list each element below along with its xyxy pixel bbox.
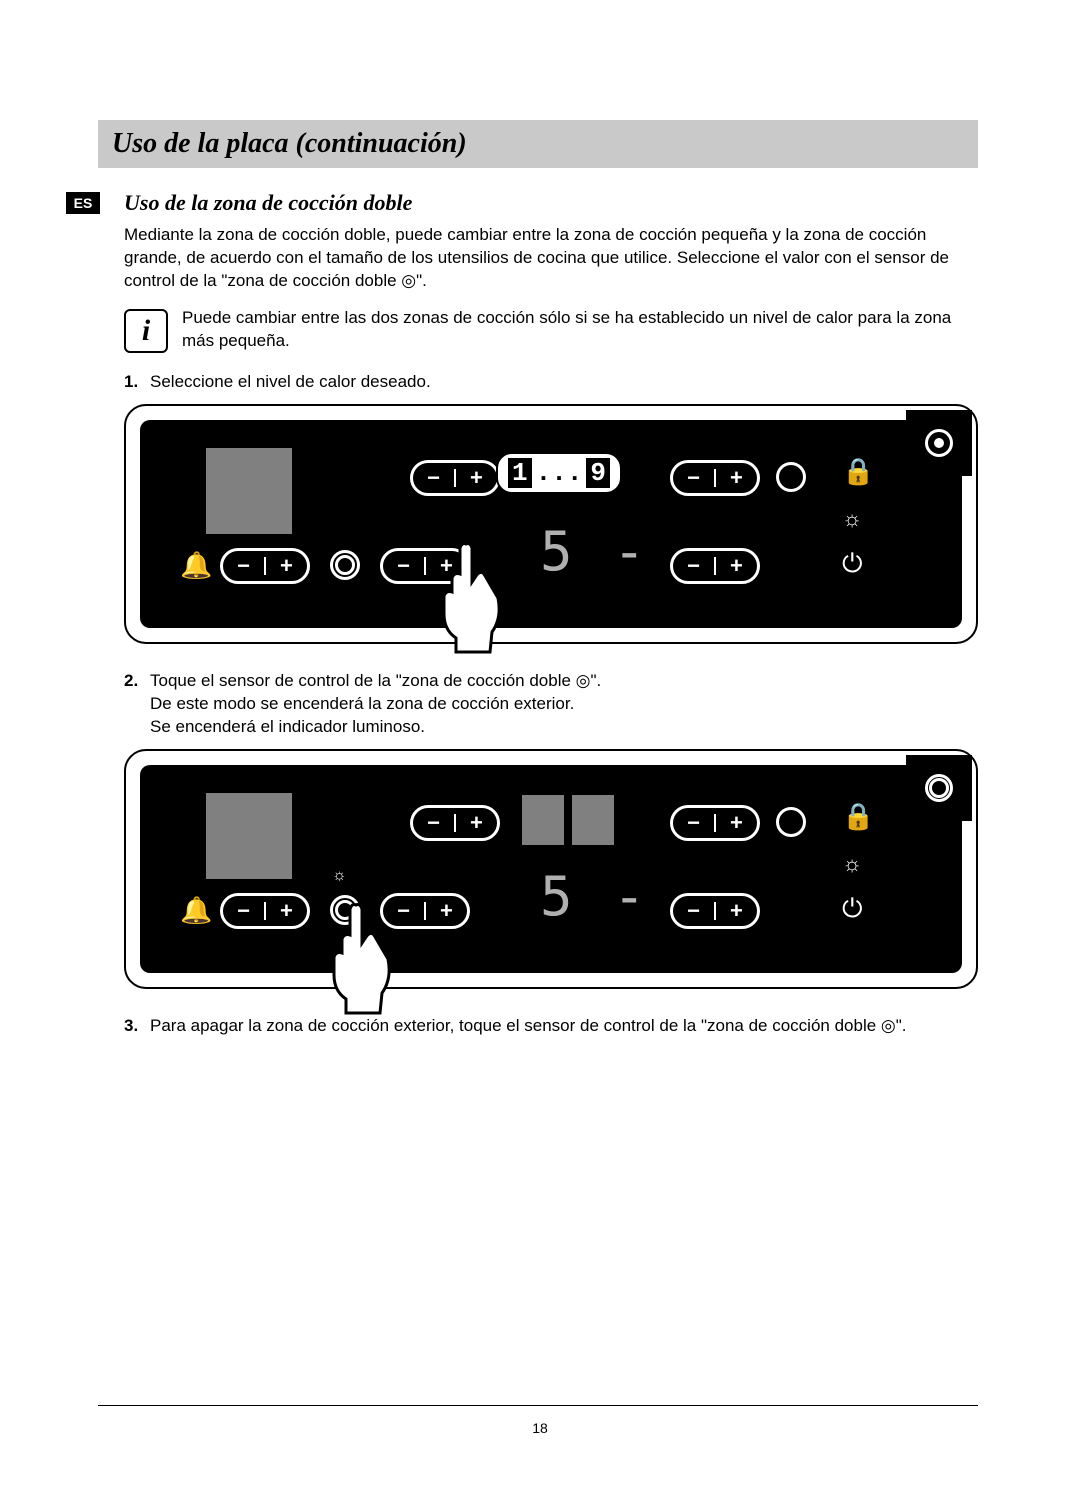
lock-icon: 🔒 (842, 456, 874, 487)
control-panel-figure-2: − + − + 🔒 ☼ ⏻ 🔔 − + (124, 749, 978, 989)
plus-icon: + (716, 898, 757, 924)
callout-dots: ... (532, 458, 587, 488)
plus-icon: + (716, 465, 757, 491)
sun-icon: ☼ (842, 851, 862, 877)
page-number: 18 (0, 1420, 1080, 1436)
display-placeholder (206, 793, 292, 879)
info-text: Puede cambiar entre las dos zonas de coc… (182, 307, 978, 353)
page-title: Uso de la placa (continuación) (112, 128, 467, 160)
timer-control: − + (220, 548, 310, 584)
plus-icon: + (426, 898, 467, 924)
display-placeholder (206, 448, 292, 534)
title-bar: Uso de la placa (continuación) (98, 120, 978, 168)
language-code: ES (74, 195, 93, 211)
power-icon: ⏻ (842, 548, 863, 580)
control-panel-figure-1: − + − + 🔒 ☼ ⏻ 🔔 (124, 404, 978, 644)
zone-control-upper-right: − + (670, 805, 760, 841)
minus-icon: − (223, 553, 264, 579)
step-2-number: 2. (124, 670, 144, 739)
step-3: 3. Para apagar la zona de cocción exteri… (124, 1015, 978, 1038)
digit-placeholder (522, 795, 564, 845)
heat-level-display: 5 - (540, 865, 650, 928)
step-2-text: Toque el sensor de control de la "zona d… (150, 670, 601, 739)
double-zone-indicator-icon (925, 774, 953, 802)
minus-icon: − (413, 465, 454, 491)
plus-icon: + (266, 553, 307, 579)
page-content: Uso de la placa (continuación) ES Uso de… (98, 120, 978, 1048)
zone-control-lower-right: − + (670, 893, 760, 929)
minus-icon: − (673, 810, 714, 836)
heat-range-callout: 1 ... 9 (496, 452, 622, 494)
step-1-number: 1. (124, 371, 144, 394)
info-icon: i (124, 309, 168, 353)
step-1: 1. Seleccione el nivel de calor deseado. (124, 371, 978, 394)
intro-paragraph: Mediante la zona de cocción doble, puede… (124, 224, 978, 293)
heat-level-display: 5 - (540, 520, 650, 583)
minus-icon: − (383, 553, 424, 579)
indicator-tab-2 (906, 755, 972, 821)
step-2: 2. Toque el sensor de control de la "zon… (124, 670, 978, 739)
sun-small-icon: ☼ (332, 867, 347, 885)
step-3-text: Para apagar la zona de cocción exterior,… (150, 1015, 906, 1038)
plus-icon: + (266, 898, 307, 924)
bell-icon: 🔔 (180, 550, 212, 581)
minus-icon: − (413, 810, 454, 836)
sun-icon: ☼ (842, 506, 862, 532)
plus-icon: + (456, 465, 497, 491)
footer-rule (98, 1405, 978, 1406)
minus-icon: − (673, 553, 714, 579)
zone-circle-icon (776, 807, 806, 837)
zone-indicator-dot-icon (925, 429, 953, 457)
zone-control-upper-left: − + (410, 460, 500, 496)
digit-placeholder (572, 795, 614, 845)
zone-control-upper-right: − + (670, 460, 760, 496)
bell-icon: 🔔 (180, 895, 212, 926)
zone-circle-icon (776, 462, 806, 492)
indicator-tab-1 (906, 410, 972, 476)
minus-icon: − (673, 465, 714, 491)
section-subheading: Uso de la zona de cocción doble (124, 190, 978, 216)
double-zone-icon (330, 550, 360, 580)
language-badge: ES (66, 192, 100, 214)
plus-icon: + (716, 553, 757, 579)
power-icon: ⏻ (842, 893, 863, 925)
lock-icon: 🔒 (842, 801, 874, 832)
main-section: Uso de la zona de cocción doble Mediante… (124, 190, 978, 1038)
pointing-hand-icon (326, 895, 406, 1015)
zone-control-upper-left: − + (410, 805, 500, 841)
plus-icon: + (716, 810, 757, 836)
callout-to: 9 (586, 458, 610, 488)
info-note: i Puede cambiar entre las dos zonas de c… (124, 307, 978, 353)
step-1-text: Seleccione el nivel de calor deseado. (150, 371, 431, 394)
minus-icon: − (223, 898, 264, 924)
plus-icon: + (456, 810, 497, 836)
control-panel-2: − + − + 🔒 ☼ ⏻ 🔔 − + (140, 765, 962, 973)
callout-from: 1 (508, 458, 532, 488)
zone-control-lower-right: − + (670, 548, 760, 584)
minus-icon: − (673, 898, 714, 924)
timer-control: − + (220, 893, 310, 929)
control-panel-1: − + − + 🔒 ☼ ⏻ 🔔 (140, 420, 962, 628)
step-3-number: 3. (124, 1015, 144, 1038)
pointing-hand-icon (436, 534, 516, 654)
